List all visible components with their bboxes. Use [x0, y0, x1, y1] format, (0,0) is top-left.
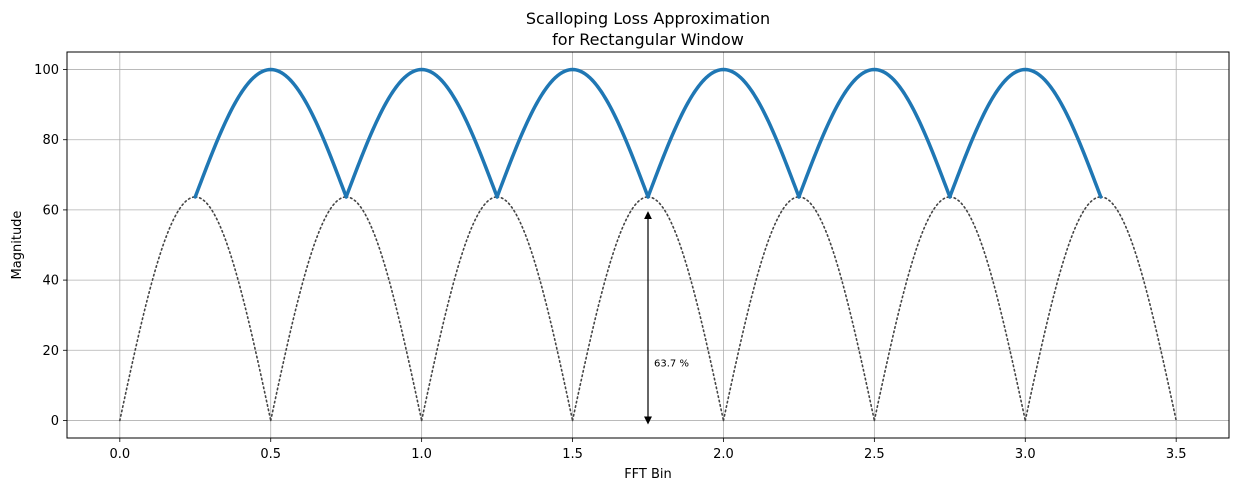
x-tick-label: 1.5: [562, 447, 583, 462]
solid-envelope-segment: [797, 67, 952, 199]
y-tick-label: 40: [42, 274, 59, 289]
dotted-lobe-flank: [420, 196, 498, 422]
dotted-lobe-flank: [119, 196, 197, 422]
x-tick-label: 0.0: [109, 447, 130, 462]
chart-title-line-1: Scalloping Loss Approximation: [526, 9, 770, 28]
dotted-lobe-flank: [873, 196, 951, 422]
x-axis-label: FFT Bin: [624, 467, 672, 482]
x-tick-label: 2.0: [713, 447, 734, 462]
x-tick-label: 2.5: [864, 447, 885, 462]
solid-envelope-segment: [646, 67, 801, 199]
x-tick-label: 3.5: [1166, 447, 1187, 462]
y-tick-label: 100: [34, 63, 59, 78]
dotted-lobe-flank: [949, 196, 1027, 422]
solid-envelope-segment: [193, 67, 348, 199]
dotted-lobes-series: [119, 196, 1177, 422]
dotted-lobe-flank: [496, 196, 574, 422]
chart-title-line-2: for Rectangular Window: [552, 30, 744, 49]
y-tick-label: 0: [51, 414, 59, 429]
dotted-lobe-flank: [722, 196, 800, 422]
solid-envelope-segment: [344, 67, 499, 199]
dotted-lobe-flank: [571, 196, 649, 422]
dotted-lobe-flank: [798, 196, 876, 422]
dotted-lobe-flank: [269, 196, 347, 422]
x-tick-label: 1.0: [411, 447, 432, 462]
x-axis-ticks: 0.0 0.5 1.0 1.5 2.0 2.5 3.0 3.5: [109, 438, 1187, 462]
solid-envelope-segment: [495, 67, 650, 199]
solid-envelope-segment: [948, 67, 1103, 199]
dotted-lobe-flank: [345, 196, 423, 422]
scalloping-annotation: 63.7 %: [644, 211, 689, 425]
plot-frame: [66, 51, 1230, 439]
dotted-lobe-flank: [1099, 196, 1177, 422]
dotted-lobe-flank: [194, 196, 272, 422]
y-axis-ticks: 0 20 40 60 80 100: [34, 63, 67, 429]
y-tick-label: 20: [42, 344, 59, 359]
dotted-lobe-flank: [647, 196, 725, 422]
y-axis-label: Magnitude: [10, 211, 25, 280]
y-tick-label: 80: [42, 133, 59, 148]
x-tick-label: 3.0: [1015, 447, 1036, 462]
solid-envelope-series: [193, 67, 1103, 199]
annotation-label: 63.7 %: [654, 359, 689, 370]
y-tick-label: 60: [42, 203, 59, 218]
dotted-lobe-flank: [1024, 196, 1102, 422]
x-tick-label: 0.5: [260, 447, 281, 462]
